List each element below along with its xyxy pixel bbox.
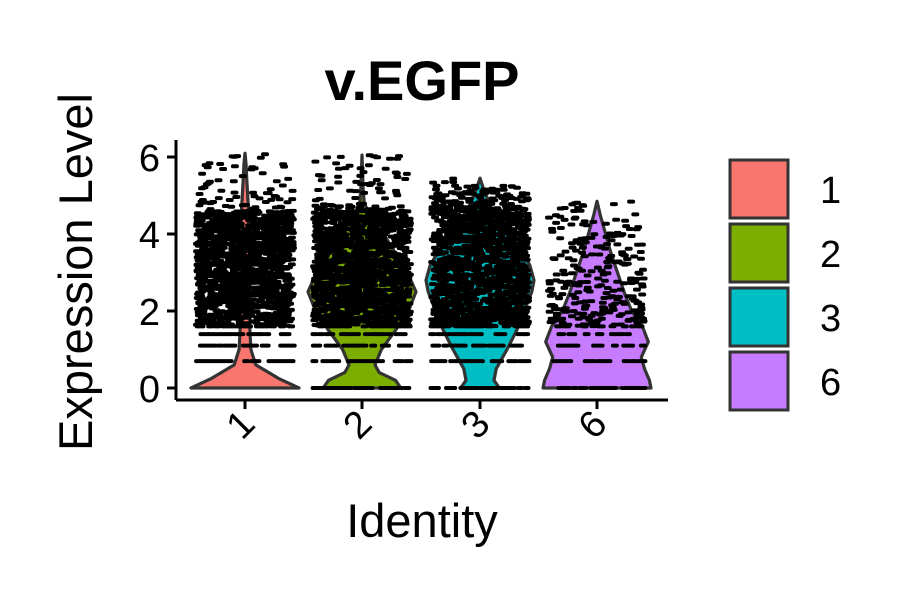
chart-title: v.EGFP bbox=[324, 49, 519, 112]
legend-swatch bbox=[728, 286, 790, 348]
y-tick-label: 4 bbox=[139, 215, 160, 257]
violin-group-1 bbox=[189, 151, 301, 390]
violin-6 bbox=[541, 199, 653, 390]
legend-item-1: 1 bbox=[728, 158, 841, 220]
y-tick-label: 2 bbox=[139, 292, 160, 334]
x-axis-label: Identity bbox=[346, 494, 498, 547]
legend-item-6: 6 bbox=[728, 350, 841, 412]
legend-label: 2 bbox=[820, 234, 841, 276]
jitter-points-6 bbox=[545, 199, 648, 390]
x-tick-label: 1 bbox=[219, 403, 264, 448]
legend-item-2: 2 bbox=[728, 222, 841, 284]
y-tick-label: 0 bbox=[139, 369, 160, 411]
violin-group-3 bbox=[424, 176, 536, 390]
jitter-points-3 bbox=[428, 176, 532, 390]
y-axis-label: Expression Level bbox=[49, 93, 102, 451]
legend-swatch bbox=[728, 350, 790, 412]
legend-label: 3 bbox=[820, 298, 841, 340]
violin-group-2 bbox=[306, 153, 418, 390]
violin-group-6 bbox=[541, 199, 653, 390]
x-tick-label: 3 bbox=[454, 403, 499, 448]
x-tick-label: 2 bbox=[336, 403, 381, 448]
x-tick-label: 6 bbox=[571, 403, 616, 448]
jitter-points-1 bbox=[193, 152, 297, 364]
legend-label: 6 bbox=[820, 362, 841, 404]
legend: 1 2 3 6 bbox=[728, 158, 841, 412]
jitter-points-2 bbox=[310, 153, 414, 390]
plot-area bbox=[189, 151, 653, 390]
legend-label: 1 bbox=[820, 170, 841, 212]
legend-item-3: 3 bbox=[728, 286, 841, 348]
legend-swatch bbox=[728, 222, 790, 284]
legend-swatch bbox=[728, 158, 790, 220]
y-tick-label: 6 bbox=[139, 138, 160, 180]
